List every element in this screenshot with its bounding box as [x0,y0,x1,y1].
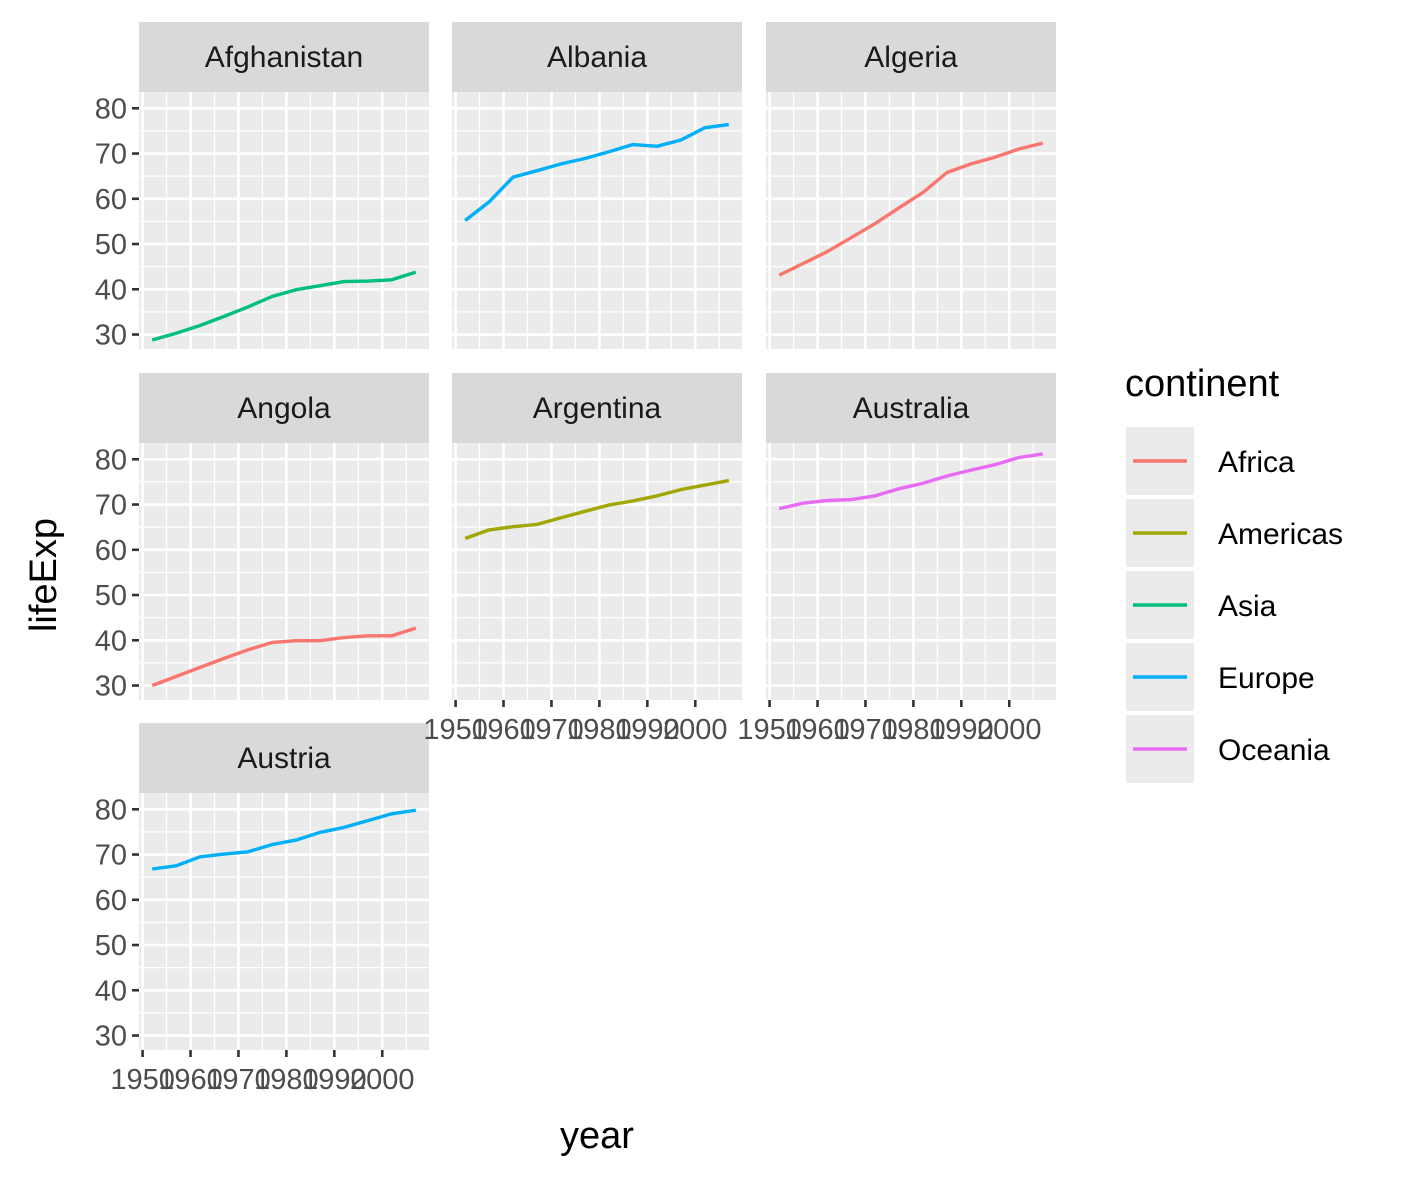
strip-angola [139,373,429,443]
legend-label-europe: Europe [1218,662,1315,695]
y-tick-label: 70 [95,490,127,522]
y-axes: 30 40 50 60 70 80 30 40 50 60 70 80 30 40 50 60 70 80 [95,93,139,1053]
strip-afghanistan [139,22,429,92]
legend-title: continent [1125,363,1280,405]
strip-label-algeria: Algeria [864,41,958,74]
x-tick-label: 1950 [423,714,488,746]
y-tick-label: 40 [95,975,127,1007]
x-tick-label: 1950 [737,714,802,746]
x-tick-label: 1990 [615,714,680,746]
x-tick-label: 2000 [350,1064,415,1096]
facet-austria: Austria [139,723,429,1050]
y-tick-label: 70 [95,139,127,171]
y-tick-label: 70 [95,840,127,872]
legend-label-oceania: Oceania [1218,734,1330,767]
facet-angola: Angola [139,373,429,700]
legend-label-africa: Africa [1218,446,1295,479]
x-tick-label: 1960 [785,714,850,746]
series-line-afghanistan [151,270,417,342]
y-tick-label: 50 [95,229,127,261]
y-tick-label: 60 [95,885,127,917]
series-line-austria [151,808,417,871]
x-tick-label: 1970 [519,714,584,746]
facet-panels: Afghanistan Albania Algeria Angola Argentina… [139,22,1056,1050]
y-tick-label: 50 [95,580,127,612]
facet-algeria: Algeria [766,22,1056,349]
strip-label-angola: Angola [237,392,331,425]
y-tick-label: 30 [95,320,127,352]
x-axis-title: year [560,1115,634,1157]
facet-australia: Australia [766,373,1056,700]
y-tick-label: 30 [95,1021,127,1053]
series-line-australia [778,452,1044,511]
x-tick-label: 1990 [929,714,994,746]
y-tick-label: 50 [95,930,127,962]
y-tick-label: 60 [95,535,127,567]
strip-albania [452,22,742,92]
y-tick-label: 80 [95,444,127,476]
strip-label-albania: Albania [547,41,647,74]
strip-argentina [452,373,742,443]
y-tick-label: 40 [95,274,127,306]
strip-australia [766,373,1056,443]
strip-label-afghanistan: Afghanistan [205,41,363,74]
y-tick-label: 40 [95,625,127,657]
panel-bg-algeria [766,92,1056,349]
panel-bg-austria [139,793,429,1050]
series-line-angola [151,626,417,688]
legend-label-americas: Americas [1218,518,1343,551]
legend: continent Africa Americas Asia Europe Oceani… [1125,363,1343,783]
series-line-argentina [464,478,730,541]
x-tick-label: 1980 [881,714,946,746]
y-tick-label: 80 [95,794,127,826]
strip-label-austria: Austria [237,742,331,775]
strip-algeria [766,22,1056,92]
x-tick-label: 2000 [977,714,1042,746]
facet-albania: Albania [452,22,742,349]
x-tick-label: 2000 [663,714,728,746]
y-tick-label: 30 [95,671,127,703]
x-tick-label: 1960 [158,1064,223,1096]
series-line-algeria [778,141,1044,277]
strip-label-argentina: Argentina [533,392,662,425]
panel-bg-afghanistan [139,92,429,349]
panel-bg-angola [139,443,429,700]
y-axis-title: lifeExp [23,518,65,632]
legend-label-asia: Asia [1218,590,1277,623]
series-line-albania [464,122,730,222]
strip-label-australia: Australia [853,392,970,425]
x-tick-label: 1990 [302,1064,367,1096]
facet-afghanistan: Afghanistan [139,22,429,349]
x-tick-label: 1960 [471,714,536,746]
x-tick-label: 1970 [206,1064,271,1096]
facet-argentina: Argentina [452,373,742,700]
y-tick-label: 80 [95,93,127,125]
x-tick-label: 1980 [567,714,632,746]
x-tick-label: 1970 [833,714,898,746]
x-tick-label: 1980 [254,1064,319,1096]
y-tick-label: 60 [95,184,127,216]
strip-austria [139,723,429,793]
x-tick-label: 1950 [110,1064,175,1096]
